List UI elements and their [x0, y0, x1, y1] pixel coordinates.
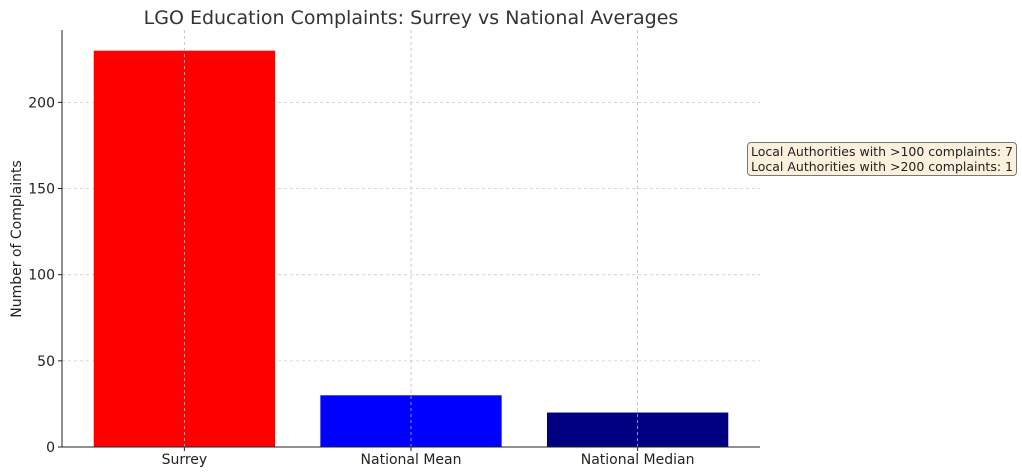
annotation-box: Local Authorities with >100 complaints: … — [747, 142, 1017, 176]
y-tick-label: 100 — [28, 268, 55, 284]
chart-title: LGO Education Complaints: Surrey vs Nati… — [144, 7, 679, 29]
y-tick-label: 150 — [28, 182, 55, 198]
y-tick-label: 200 — [28, 95, 55, 111]
annotation-line: Local Authorities with >200 complaints: … — [751, 159, 1013, 174]
y-tick-label: 50 — [37, 354, 55, 370]
annotation-line: Local Authorities with >100 complaints: … — [751, 144, 1013, 159]
x-tick-label: National Mean — [361, 452, 462, 468]
x-tick-label: National Median — [581, 452, 695, 468]
bar-national-median — [546, 412, 729, 447]
y-axis-label: Number of Complaints — [9, 160, 25, 318]
x-tick-label: Surrey — [162, 452, 208, 468]
y-tick-label: 0 — [46, 440, 55, 456]
